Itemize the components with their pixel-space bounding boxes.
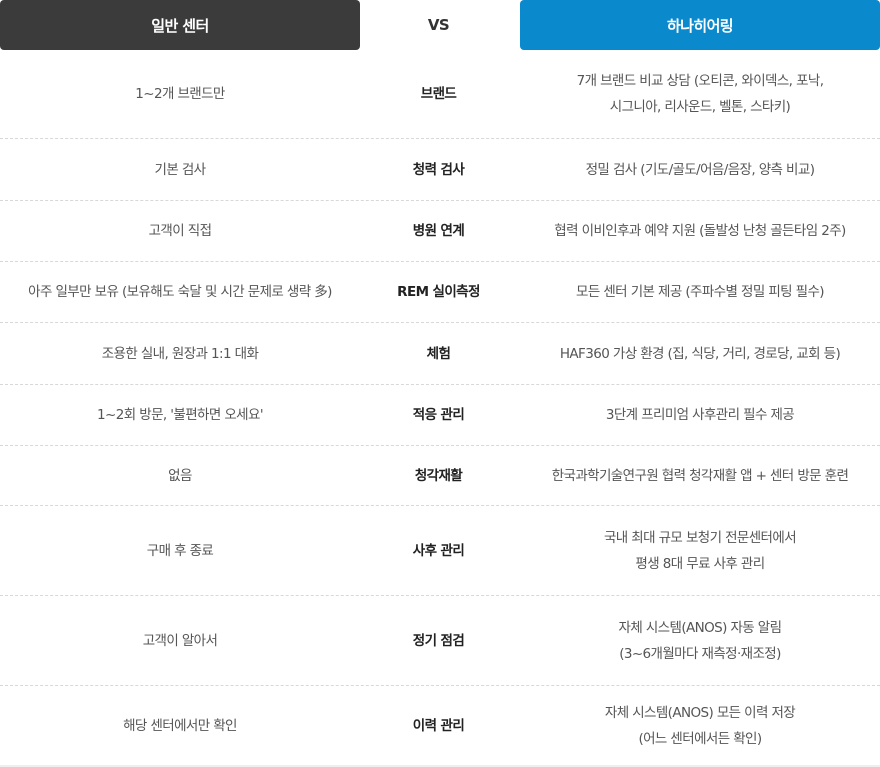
general-cell: 1~2회 방문, '불편하면 오세요'	[97, 407, 263, 423]
category-cell: 청각재활	[414, 467, 463, 484]
comparison-table: 1~2개 브랜드만 브랜드 7개 브랜드 비교 상담 (오티콘, 와이덱스, 포낙,…	[0, 50, 880, 767]
table-row: 고객이 알아서 정기 점검 자체 시스템(ANOS) 자동 알림 (3~6개월마다 …	[0, 596, 880, 686]
hana-cell: 자체 시스템(ANOS) 모든 이력 저장 (어느 센터에서든 확인)	[604, 704, 796, 747]
hana-cell: 협력 이비인후과 예약 지원 (돌발성 난청 골든타임 2주)	[554, 223, 846, 239]
general-cell: 아주 일부만 보유 (보유해도 숙달 및 시간 문제로 생략 多)	[28, 284, 332, 300]
table-row: 구매 후 종료 사후 관리 국내 최대 규모 보청기 전문센터에서 평생 8대 무료…	[0, 506, 880, 596]
table-row: 아주 일부만 보유 (보유해도 숙달 및 시간 문제로 생략 多) REM 실이측…	[0, 262, 880, 323]
general-cell: 없음	[168, 467, 192, 484]
category-cell: 청력 검사	[412, 161, 465, 178]
table-row: 없음 청각재활 한국과학기술연구원 협력 청각재활 앱 + 센터 방문 훈련	[0, 446, 880, 506]
category-cell: REM 실이측정	[397, 284, 480, 300]
table-row: 기본 검사 청력 검사 정밀 검사 (기도/골도/어음/음장, 양측 비교)	[0, 139, 880, 201]
hana-cell: HAF360 가상 환경 (집, 식당, 거리, 경로당, 교회 등)	[559, 345, 841, 362]
general-cell: 고객이 직접	[148, 223, 212, 239]
hana-cell: 국내 최대 규모 보청기 전문센터에서 평생 8대 무료 사후 관리	[603, 529, 797, 572]
general-cell: 기본 검사	[154, 161, 207, 178]
table-row: 조용한 실내, 원장과 1:1 대화 체험 HAF360 가상 환경 (집, 식당,…	[0, 323, 880, 385]
comparison-header: 일반 센터 VS 하나히어링	[0, 0, 880, 50]
table-row: 고객이 직접 병원 연계 협력 이비인후과 예약 지원 (돌발성 난청 골든타임 2…	[0, 201, 880, 262]
general-cell: 1~2개 브랜드만	[135, 86, 225, 102]
category-cell: 체험	[426, 345, 451, 362]
general-cell: 고객이 알아서	[142, 632, 218, 649]
general-cell: 해당 센터에서만 확인	[123, 717, 237, 734]
category-cell: 병원 연계	[412, 223, 465, 239]
hana-cell: 한국과학기술연구원 협력 청각재활 앱 + 센터 방문 훈련	[551, 467, 849, 484]
hana-hearing-header: 하나히어링	[520, 0, 880, 50]
table-row: 1~2개 브랜드만 브랜드 7개 브랜드 비교 상담 (오티콘, 와이덱스, 포낙,…	[0, 50, 880, 139]
category-cell: 사후 관리	[412, 542, 465, 559]
general-center-header: 일반 센터	[0, 0, 360, 50]
hana-cell: 3단계 프리미엄 사후관리 필수 제공	[605, 407, 795, 423]
table-row: 1~2회 방문, '불편하면 오세요' 적응 관리 3단계 프리미엄 사후관리 필수…	[0, 385, 880, 446]
hana-cell: 모든 센터 기본 제공 (주파수별 정밀 피팅 필수)	[576, 284, 825, 300]
hana-cell: 자체 시스템(ANOS) 자동 알림 (3~6개월마다 재측정·재조정)	[618, 619, 783, 662]
vs-label: VS	[427, 16, 450, 34]
general-cell: 조용한 실내, 원장과 1:1 대화	[101, 345, 259, 362]
table-row: 해당 센터에서만 확인 이력 관리 자체 시스템(ANOS) 모든 이력 저장 (어…	[0, 686, 880, 767]
category-cell: 정기 점검	[412, 632, 465, 649]
category-cell: 이력 관리	[412, 717, 465, 734]
category-cell: 브랜드	[420, 86, 457, 102]
hana-cell: 7개 브랜드 비교 상담 (오티콘, 와이덱스, 포낙, 시그니아, 리사운드,…	[576, 73, 824, 115]
hana-cell: 정밀 검사 (기도/골도/어음/음장, 양측 비교)	[585, 161, 815, 178]
category-cell: 적응 관리	[412, 407, 465, 423]
general-cell: 구매 후 종료	[146, 542, 214, 559]
